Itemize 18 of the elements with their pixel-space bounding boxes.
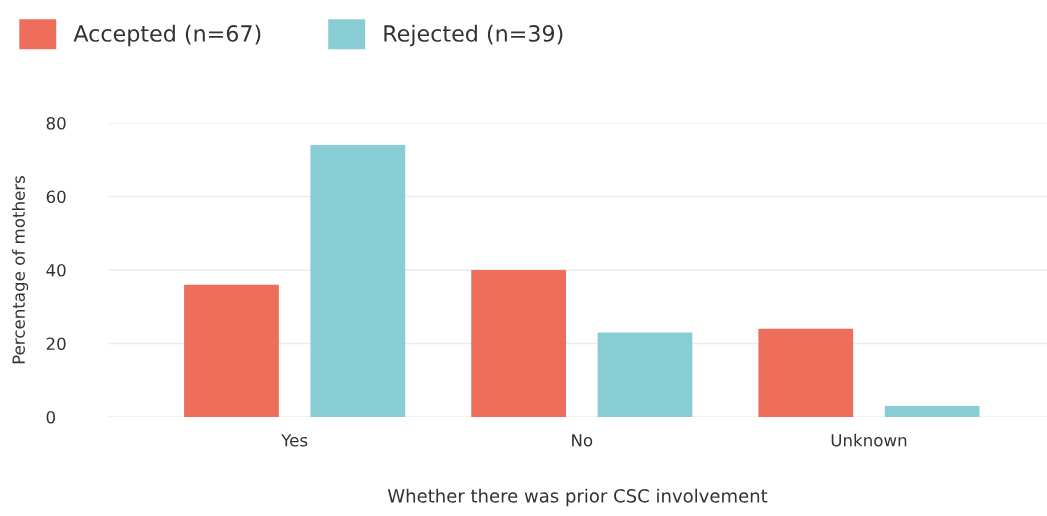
y-tick-label: 40 <box>46 263 66 277</box>
x-tick-label: Yes <box>281 434 308 447</box>
bar <box>184 284 279 417</box>
x-tick-label: Unknown <box>831 433 907 447</box>
y-axis-title: Percentage of mothers <box>12 175 29 364</box>
legend-label: Accepted (n=67) <box>73 24 261 47</box>
y-tick-label: 20 <box>46 337 66 351</box>
y-tick-label: 80 <box>46 116 66 130</box>
legend-label: Rejected (n=39) <box>384 24 563 47</box>
bar <box>884 405 980 417</box>
x-axis-title: Whether there was prior CSC involvement <box>387 488 768 507</box>
y-tick-label: 0 <box>46 410 55 424</box>
bar <box>597 332 693 417</box>
bar <box>310 145 406 417</box>
bar <box>471 270 567 417</box>
y-tick-label: 60 <box>46 190 66 204</box>
x-tick-label: No <box>572 434 593 447</box>
bar <box>758 328 854 417</box>
